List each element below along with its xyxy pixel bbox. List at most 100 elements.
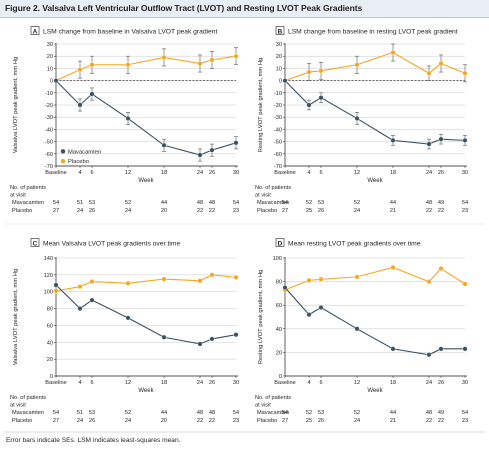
panel-a-x-axis-label: Week: [138, 178, 154, 184]
panel-b-letter-box: [275, 26, 285, 35]
panel-c-table-cell-mavacamten: 44: [161, 410, 167, 416]
panel-b-x-tick-label: 12: [354, 170, 360, 176]
panel-b-x-tick-label: 26: [438, 170, 444, 176]
panel-d-placebo-point: [426, 279, 432, 285]
panel-b-title: LSM change from baseline in resting LVOT…: [288, 29, 458, 36]
panel-c-x-tick-label: 18: [161, 380, 167, 386]
panel-d-mavacamten-point: [438, 346, 444, 352]
panel-c-mavacamten-point: [209, 336, 215, 342]
panel-d-placebo-point: [390, 264, 396, 270]
panel-a-table-cell-mavacamten: 53: [89, 200, 95, 206]
panel-d-y-tick-label: 0: [279, 374, 282, 380]
panel-d-placebo-point: [462, 281, 468, 287]
panel-b-table-header: No. of patients: [255, 185, 291, 191]
panel-c-x-tick-label: Baseline: [45, 380, 66, 386]
panel-d-table-cell-mavacamten: 44: [390, 410, 396, 416]
panel-b-y-tick-label: 0: [279, 79, 282, 85]
panel-b-mavacamten-point: [306, 102, 312, 108]
panel-d-mavacamten-point: [390, 346, 396, 352]
panel-a-x-tick-label: 24: [197, 170, 203, 176]
panel-c-table-row-label: Mavacamten: [12, 410, 44, 416]
panel-b-table-cell-mavacamten: 44: [390, 200, 396, 206]
panel-d-table-cell-mavacamten: 52: [306, 410, 312, 416]
panel-c-mavacamten-point: [233, 332, 239, 338]
panel-a-y-tick-label: -10: [45, 91, 53, 97]
panel-b-y-tick-label: -50: [274, 140, 282, 146]
panel-a-y-tick-label: 10: [47, 66, 53, 72]
panel-c-x-tick-label: 24: [197, 380, 203, 386]
panel-b-x-tick-label: 24: [426, 170, 432, 176]
panel-c-x-tick-label: 12: [125, 380, 131, 386]
panel-b-table-row-label: Placebo: [257, 208, 277, 214]
panel-d-placebo-line: [284, 266, 466, 291]
panel-d-table-cell-placebo: 25: [306, 418, 312, 424]
panel-a-mavacamten-point: [53, 78, 59, 84]
panel-c-table-cell-mavacamten: 48: [209, 410, 215, 416]
panel-c-mavacamten-point: [197, 341, 203, 347]
panel-d-placebo-point: [438, 266, 444, 272]
panel-d-y-tick-label: 40: [276, 327, 282, 333]
panel-a-table-header: No. of patients: [10, 185, 46, 191]
panel-a-table-cell-placebo: 24: [77, 208, 83, 214]
panel-c-table-cell-placebo: 22: [197, 418, 203, 424]
panel-a-x-tick-label: 6: [90, 170, 93, 176]
panel-b-mavacamten-point: [426, 141, 432, 147]
panel-c-y-tick-label: 60: [47, 323, 53, 329]
panel-a-mavacamten-point: [89, 91, 95, 97]
panel-c-table-cell-mavacamten: 52: [125, 410, 131, 416]
panel-d-table-cell-placebo: 23: [462, 418, 468, 424]
panel-c-table-row-label: Placebo: [12, 418, 32, 424]
panel-b-x-tick-label: 6: [319, 170, 322, 176]
panel-a-mavacamten-point: [125, 115, 131, 121]
panel-d-y-tick-label: 80: [276, 280, 282, 286]
panel-b-mavacamten-line: [284, 80, 466, 145]
panel-a-letter: A: [33, 29, 38, 36]
panel-b-x-tick-label: Baseline: [274, 170, 295, 176]
panel-a-y-tick-label: 20: [47, 54, 53, 60]
panel-b-table-cell-placebo: 23: [462, 208, 468, 214]
panel-a-table-cell-mavacamten: 51: [77, 200, 83, 206]
panel-a-y-tick-label: -70: [45, 164, 53, 170]
panel-a-table-cell-mavacamten: 48: [197, 200, 203, 206]
panel-d-x-tick-label: 30: [462, 380, 468, 386]
panel-b-y-tick-label: 30: [276, 42, 282, 48]
panel-c-x-tick-label: 6: [90, 380, 93, 386]
panel-b-y-tick-label: -30: [274, 115, 282, 121]
panel-c-title: Mean Valsalva LVOT peak gradients over t…: [43, 241, 180, 248]
panel-d-y-tick-label: 100: [273, 256, 282, 262]
panel-c-mavacamten-point: [77, 306, 83, 312]
panel-c-y-axis-label: Valsalva LVOT peak gradient, mm Hg: [13, 269, 19, 365]
panel-a-table-cell-mavacamten: 54: [53, 200, 59, 206]
panel-b-letter: B: [278, 29, 283, 36]
panel-d-table-header: No. of patients: [255, 395, 291, 401]
figure-title: Figure 2. Valsalva Left Ventricular Outf…: [5, 3, 363, 13]
panel-c-table-cell-mavacamten: 54: [53, 410, 59, 416]
panel-c-table-cell-mavacamten: 48: [197, 410, 203, 416]
panel-b-table-cell-mavacamten: 53: [318, 200, 324, 206]
panel-d-table-cell-mavacamten: 48: [426, 410, 432, 416]
panel-a-mavacamten-point: [209, 147, 215, 153]
panel-a-table-cell-mavacamten: 54: [233, 200, 239, 206]
panel-c-y-tick-label: 20: [47, 357, 53, 363]
panel-c-placebo-point: [77, 284, 83, 290]
panel-b-mavacamten-point: [390, 137, 396, 143]
panel-c-placebo-point: [209, 272, 215, 278]
panel-d-mavacamten-point: [462, 346, 468, 352]
legend-mavacamten-label: Mavacamten: [68, 149, 101, 155]
panel-b-table-cell-mavacamten: 54: [462, 200, 468, 206]
panel-c-mavacamten-point: [89, 297, 95, 303]
panel-d-table-cell-placebo: 27: [282, 418, 288, 424]
panel-a-y-axis-label: Valsalva LVOT peak gradient, mm Hg: [13, 57, 19, 153]
panel-a-table-cell-placebo: 24: [125, 208, 131, 214]
panel-c-mavacamten-line: [55, 284, 237, 345]
panel-a-table-cell-mavacamten: 52: [125, 200, 131, 206]
panel-a-placebo-point: [233, 53, 239, 59]
panel-a-y-tick-label: -50: [45, 140, 53, 146]
panel-b-placebo-point: [462, 70, 468, 76]
panel-a-mavacamten-point: [197, 152, 203, 158]
panel-a-table-cell-mavacamten: 48: [209, 200, 215, 206]
panel-c-placebo-point: [89, 279, 95, 285]
panel-d-table-cell-mavacamten: 49: [438, 410, 444, 416]
panel-d-table-cell-placebo: 22: [426, 418, 432, 424]
